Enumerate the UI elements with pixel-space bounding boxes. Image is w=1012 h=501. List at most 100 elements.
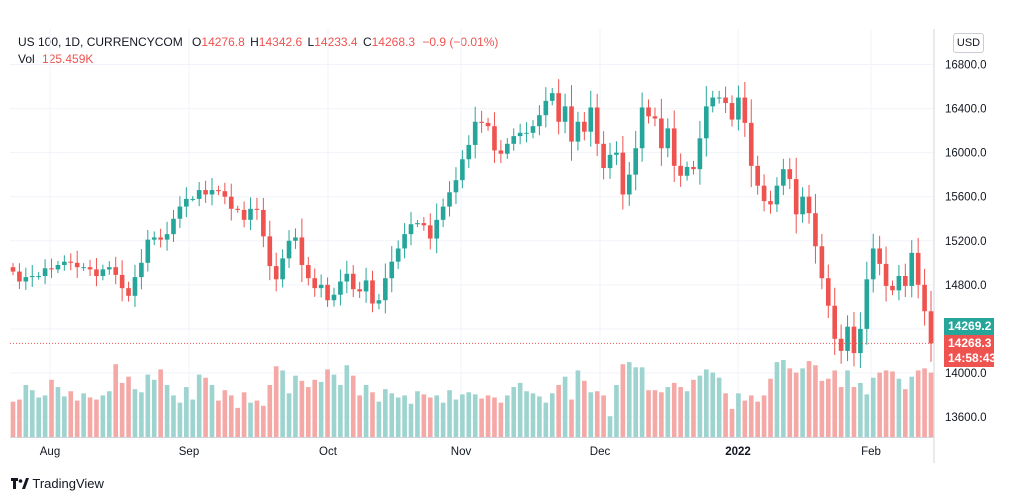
volume-bar [357, 395, 362, 437]
volume-bar [582, 380, 587, 437]
candle-body [305, 264, 311, 279]
candle-body [440, 206, 446, 220]
brand[interactable]: TradingView [11, 476, 104, 492]
volume-bar [819, 380, 825, 437]
volume-bar [909, 376, 915, 437]
candle-body [806, 196, 812, 214]
candle-body [453, 180, 459, 193]
candle-body [132, 277, 138, 296]
candle-body [716, 97, 722, 99]
volume-bar [806, 361, 812, 437]
y-tick-label: 16400.0 [945, 104, 987, 116]
volume-bar [261, 405, 266, 437]
candle-body [370, 280, 375, 304]
candle-body [832, 305, 838, 339]
volume-bar [338, 385, 343, 437]
volume-bar [119, 382, 125, 437]
countdown-value: 14:58:43 [948, 351, 997, 365]
volume-bar [748, 395, 754, 437]
candle-body [626, 174, 632, 195]
candle-body [915, 252, 921, 285]
candle-body [890, 285, 895, 291]
candle-body [607, 154, 613, 169]
candle-body [68, 261, 74, 263]
candle-body [312, 278, 318, 289]
candle-body [922, 284, 927, 312]
candle-body [646, 107, 651, 117]
close-price-tag: 14268.3 14:58:43 [944, 335, 997, 367]
volume-bar [472, 394, 478, 437]
volume-bar [832, 370, 838, 437]
volume-bar [492, 397, 497, 437]
volume-bar [524, 391, 529, 437]
candle-body [601, 143, 606, 169]
volume-bar [498, 402, 504, 437]
volume-bar [164, 385, 170, 437]
volume-bar [209, 385, 215, 437]
volume-bar [504, 395, 510, 437]
candle-body [594, 107, 600, 144]
candle-body [543, 100, 549, 116]
volume-bar [793, 372, 799, 437]
close-value: 14268.3 [371, 35, 416, 49]
candle-body [537, 115, 542, 127]
candle-body [659, 118, 664, 149]
volume-bar [601, 395, 606, 437]
volume-bar [466, 392, 472, 437]
volume-bar [575, 370, 581, 437]
candle-body [36, 276, 41, 277]
volume-bar [55, 387, 61, 437]
open-label: O [192, 35, 202, 49]
volume-bar [922, 368, 927, 437]
candle-body [427, 225, 433, 239]
volume-bar [864, 394, 870, 437]
volume-value: 125.459K [42, 52, 94, 66]
candle-body [331, 294, 337, 301]
candle-body [530, 126, 536, 133]
volume-bar [408, 403, 414, 437]
volume-bar [395, 397, 401, 437]
volume-bar [280, 370, 285, 437]
price-chart[interactable]: 16800.0 16400.0 16000.0 15600.0 15200.0 14800… [0, 0, 1012, 470]
volume-bar [305, 387, 311, 437]
candle-body [350, 273, 356, 290]
candle-body [395, 248, 401, 262]
candle-body [94, 269, 99, 276]
currency-button[interactable]: USD [953, 33, 984, 53]
volume-bar [813, 365, 818, 437]
candle-body [389, 261, 395, 279]
volume-bar [742, 400, 748, 437]
volume-bar [216, 400, 221, 437]
volume-bar [787, 368, 793, 437]
volume-bar [485, 395, 491, 437]
volume-bar [434, 395, 440, 437]
candle-body [81, 267, 86, 269]
candle-body [479, 121, 484, 123]
candle-body [261, 209, 266, 237]
volume-bar [151, 379, 157, 437]
volume-bar [768, 378, 773, 437]
y-tick-label: 14000.0 [945, 368, 987, 380]
volume-bar [549, 393, 555, 437]
volume-label: Vol [18, 52, 35, 66]
volume-bar [543, 402, 549, 437]
candle-body [883, 263, 889, 286]
candle-body [87, 267, 93, 270]
volume-bar [928, 372, 934, 437]
volume-bar [838, 387, 844, 437]
volume-bar [517, 382, 523, 437]
candle-body [29, 276, 35, 278]
candle-body [774, 185, 780, 205]
candle-body [787, 169, 793, 180]
volume-bar [370, 392, 375, 437]
candle-body [177, 206, 183, 219]
candle-body [293, 237, 298, 241]
candle-body [447, 192, 452, 207]
candle-body [100, 269, 106, 276]
volume-bar [74, 400, 80, 437]
volume-bar [858, 382, 863, 437]
candle-body [376, 300, 382, 304]
candle-body [10, 267, 16, 272]
volume-bar [139, 392, 144, 437]
y-tick-label: 15600.0 [945, 192, 987, 204]
